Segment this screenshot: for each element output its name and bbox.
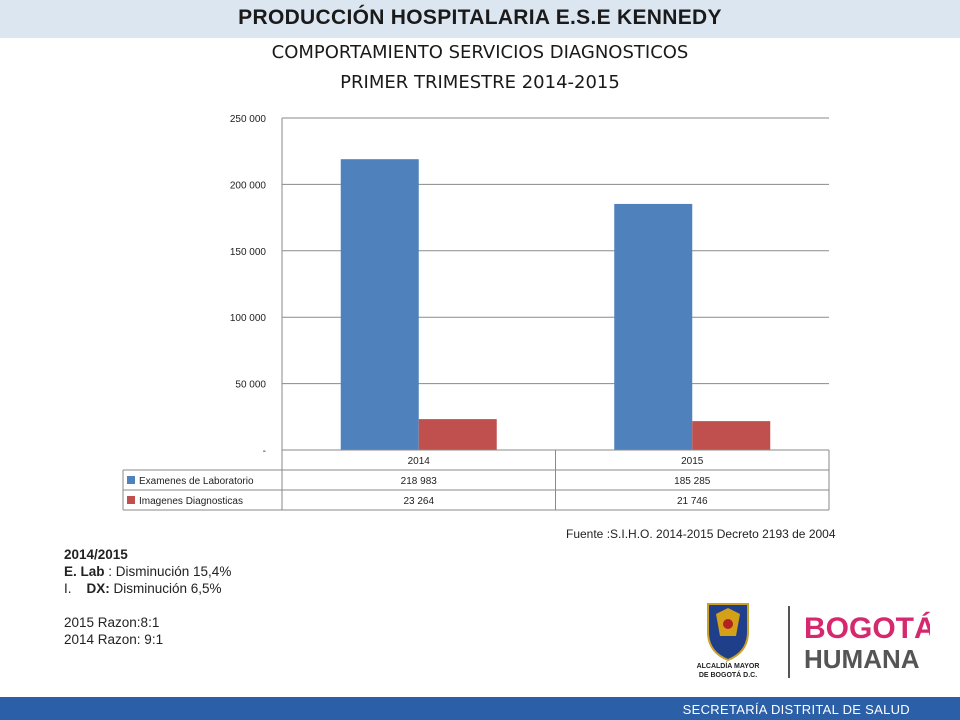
legend-label: Imagenes Diagnosticas <box>139 496 243 507</box>
source-note: Fuente :S.I.H.O. 2014-2015 Decreto 2193 … <box>566 527 836 541</box>
svg-text:BOGOTÁ: BOGOTÁ <box>804 611 930 645</box>
bar-2014-imagenes <box>418 419 497 450</box>
y-tick-label: - <box>263 446 266 457</box>
legend-swatch <box>127 476 135 484</box>
footer-text: SECRETARÍA DISTRITAL DE SALUD <box>682 702 910 717</box>
y-tick-label: 200 000 <box>230 180 267 191</box>
chart-period: PRIMER TRIMESTRE 2014-2015 <box>340 72 620 93</box>
data-label: 218 983 <box>401 476 438 487</box>
data-label: 23 264 <box>403 496 434 507</box>
logos: ALCALDÍA MAYOR DE BOGOTÁ D.C. BOGOTÁ HUM… <box>690 600 936 680</box>
svg-text:HUMANA: HUMANA <box>804 644 920 674</box>
data-label: 185 285 <box>674 476 711 487</box>
page-title: PRODUCCIÓN HOSPITALARIA E.S.E KENNEDY <box>238 6 722 29</box>
notes-ratio-2014: 2014 Razon: 9:1 <box>64 632 164 647</box>
svg-text:ALCALDÍA MAYOR: ALCALDÍA MAYOR <box>697 661 760 670</box>
notes-period: 2014/2015 <box>64 547 128 562</box>
notes-dx: I. DX: Disminución 6,5% <box>64 581 222 596</box>
notes-lab: E. Lab : Disminución 15,4% <box>64 564 232 579</box>
y-tick-label: 50 000 <box>235 380 266 391</box>
notes-ratio-2015: 2015 Razon:8:1 <box>64 615 160 630</box>
bar-2015-imagenes <box>692 421 771 450</box>
bar-2015-laboratorio <box>614 203 693 450</box>
x-tick-label: 2015 <box>681 456 704 467</box>
y-tick-label: 250 000 <box>230 114 267 125</box>
y-tick-label: 150 000 <box>230 247 267 258</box>
x-tick-label: 2014 <box>408 456 431 467</box>
y-tick-label: 100 000 <box>230 313 267 324</box>
legend-swatch <box>127 496 135 504</box>
data-label: 21 746 <box>677 496 708 507</box>
svg-text:DE BOGOTÁ D.C.: DE BOGOTÁ D.C. <box>699 670 757 679</box>
bar-2014-laboratorio <box>340 159 419 450</box>
alcaldia-logo: ALCALDÍA MAYOR DE BOGOTÁ D.C. BOGOTÁ HUM… <box>697 603 936 679</box>
header-band <box>0 0 960 38</box>
footer-band <box>0 697 960 720</box>
legend-label: Examenes de Laboratorio <box>139 476 254 487</box>
notes-block: 2014/2015 E. Lab : Disminución 15,4% I. … <box>64 546 231 648</box>
chart-subtitle: COMPORTAMIENTO SERVICIOS DIAGNOSTICOS <box>271 42 689 63</box>
